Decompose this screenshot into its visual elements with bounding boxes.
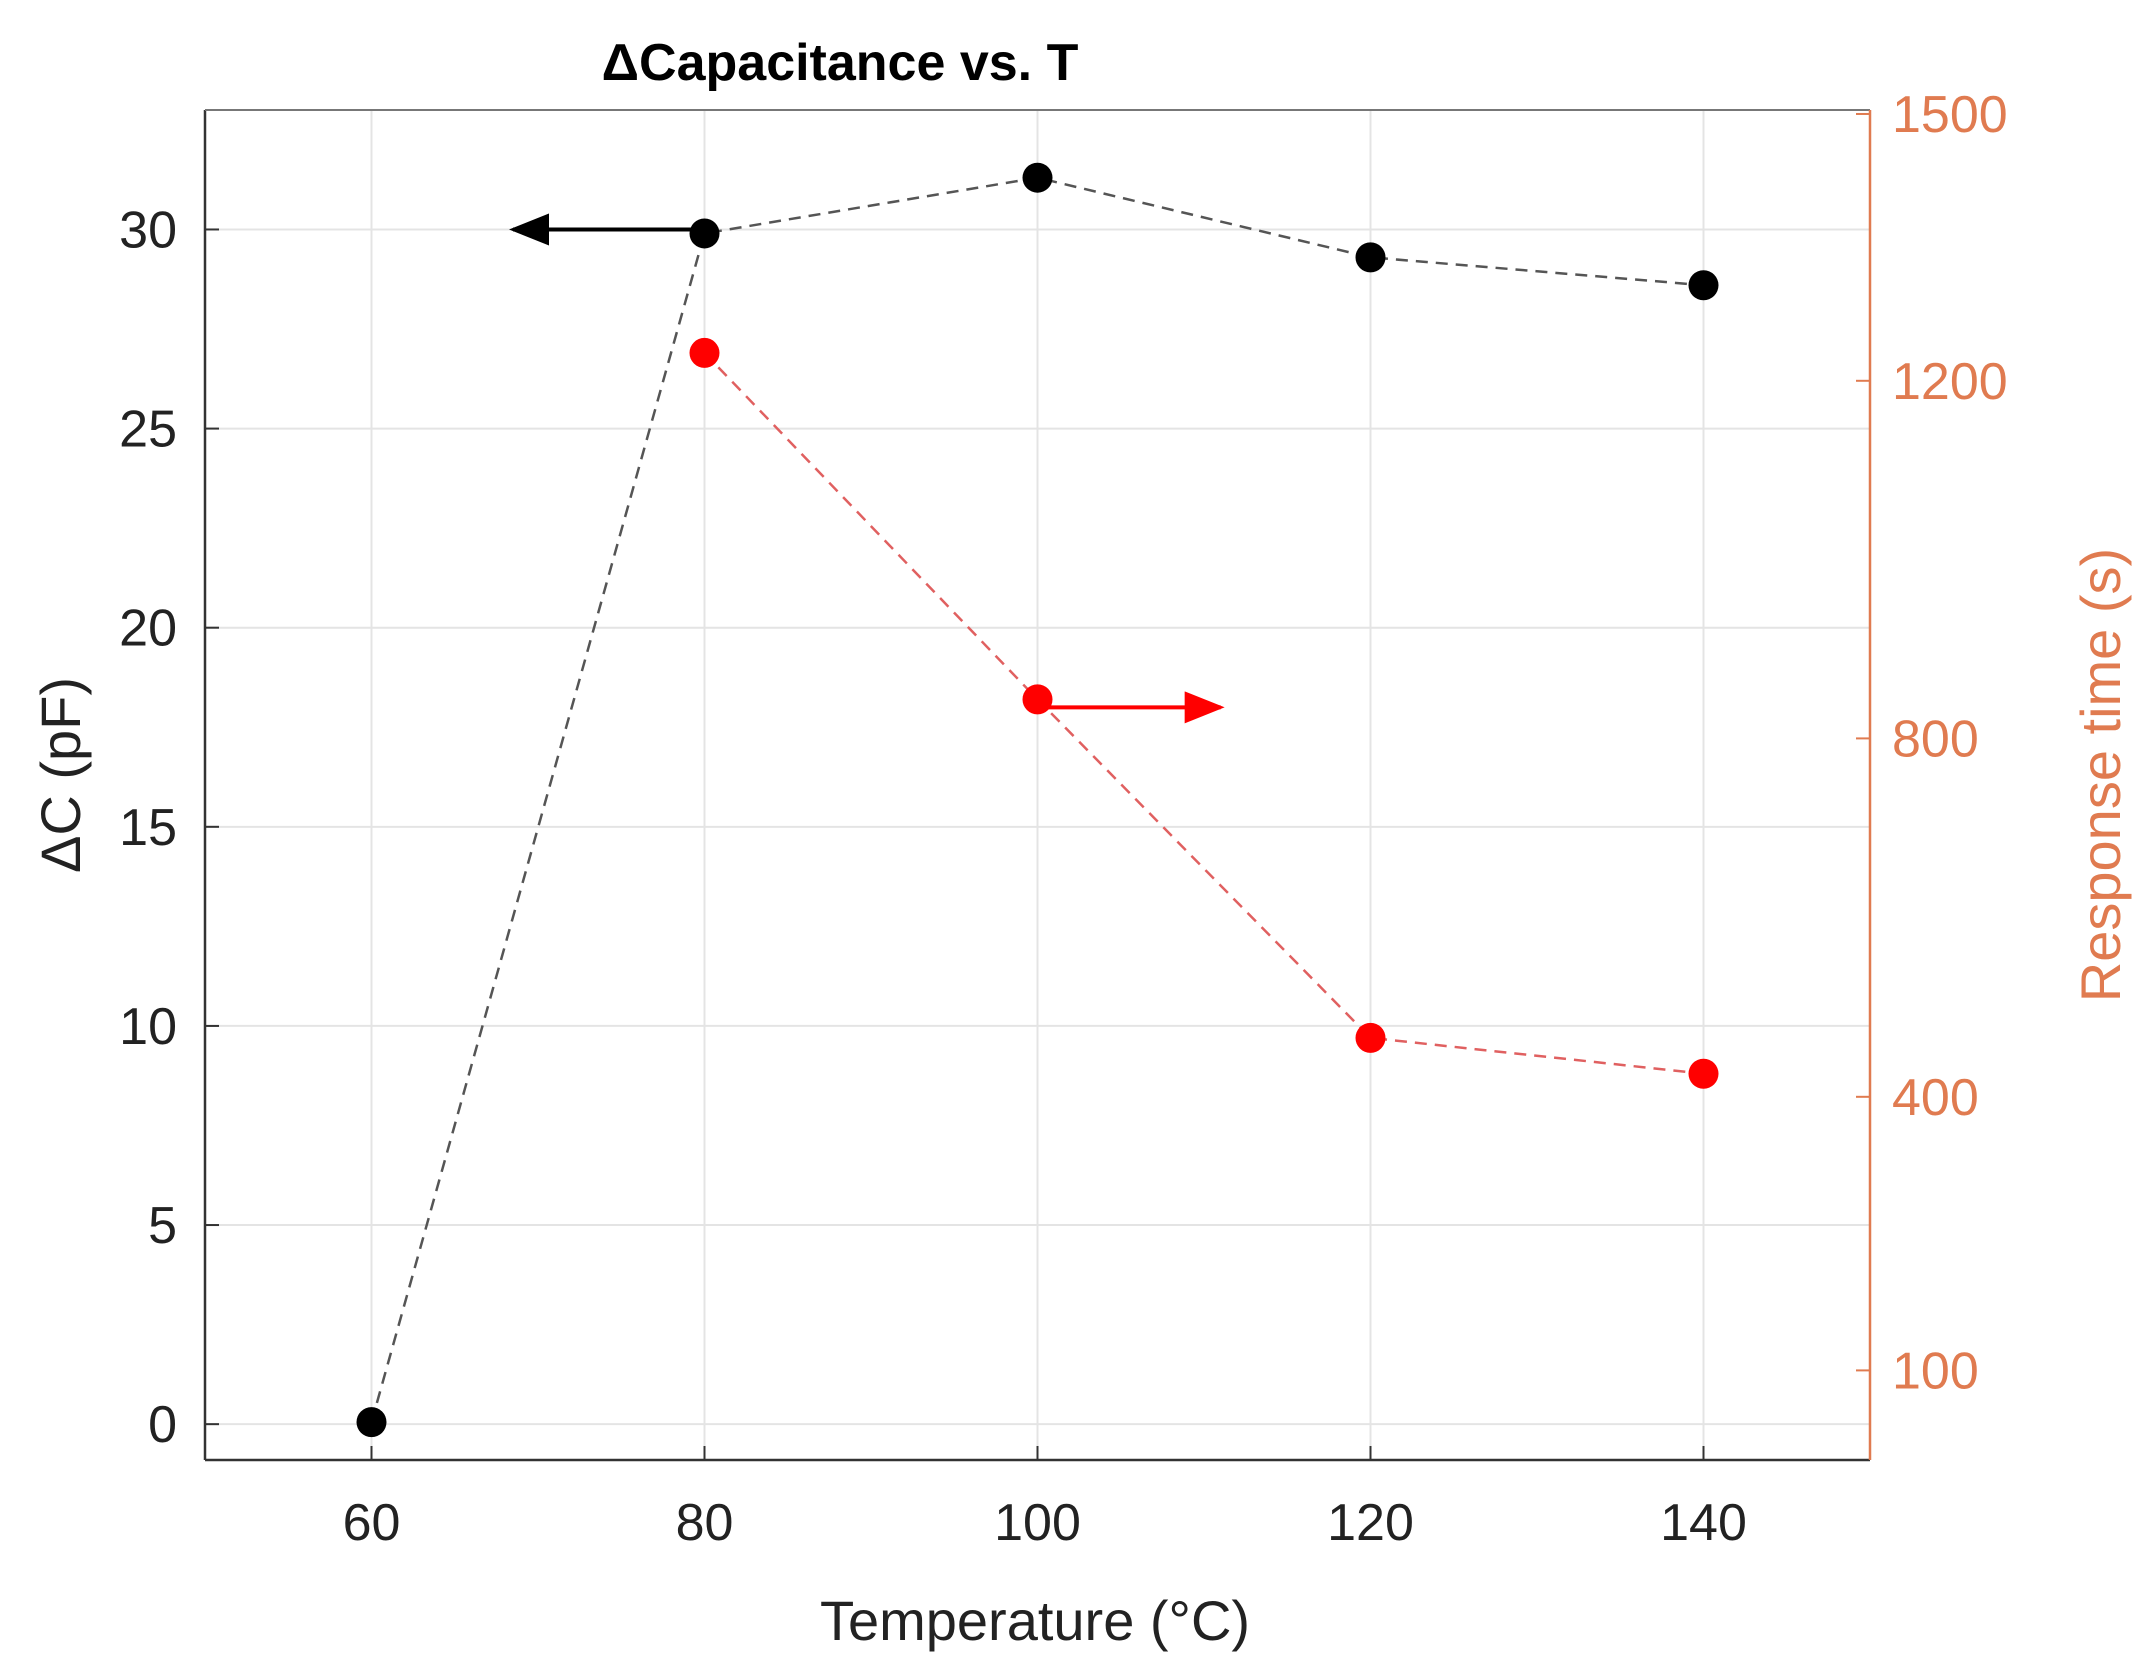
y-left-tick-label: 10 (119, 998, 177, 1056)
x-tick-label: 80 (676, 1494, 734, 1552)
series-line-response-time (703, 352, 1704, 1075)
grid (205, 110, 1870, 1460)
y-left-tick-label: 25 (119, 401, 177, 459)
data-point-delta-c (1022, 162, 1053, 193)
axes: 60 80 100 120 140 0 5 10 15 20 25 30 100 400 800 1200 15… (119, 86, 2008, 1552)
y-right-tick-label: 1500 (1892, 86, 2008, 144)
x-tick-label: 60 (343, 1494, 401, 1552)
y-axis-label-right: Response time (s) (2069, 548, 2132, 1002)
data-point-response-time (1688, 1058, 1719, 1089)
data-point-response-time (689, 337, 720, 368)
y-left-tick-label: 5 (148, 1197, 177, 1255)
y-left-tick-label: 30 (119, 201, 177, 259)
x-tick-label: 140 (1660, 1494, 1747, 1552)
series-line-delta-c (370, 176, 1704, 1423)
data-point-delta-c (689, 218, 720, 249)
y-axis-label-left: ΔC (pF) (29, 677, 92, 873)
x-tick-label: 100 (994, 1494, 1081, 1552)
y-left-tick-label: 0 (148, 1396, 177, 1454)
data-point-delta-c (356, 1407, 387, 1438)
x-axis-label: Temperature (°C) (820, 1589, 1250, 1652)
annotations (509, 213, 1225, 724)
data-point-delta-c (1688, 270, 1719, 301)
y-right-tick-label: 400 (1892, 1069, 1979, 1127)
y-right-tick-label: 800 (1892, 710, 1979, 768)
y-left-tick-label: 15 (119, 799, 177, 857)
x-tick-label: 120 (1327, 1494, 1414, 1552)
y-right-tick-label: 1200 (1892, 353, 2008, 411)
data-point-response-time (1022, 684, 1053, 715)
plot-series (356, 162, 1719, 1438)
data-point-response-time (1355, 1022, 1386, 1053)
y-right-tick-label: 100 (1892, 1342, 1979, 1400)
y-left-tick-label: 20 (119, 600, 177, 658)
data-point-delta-c (1355, 242, 1386, 273)
chart-title: ΔCapacitance vs. T (602, 34, 1079, 92)
